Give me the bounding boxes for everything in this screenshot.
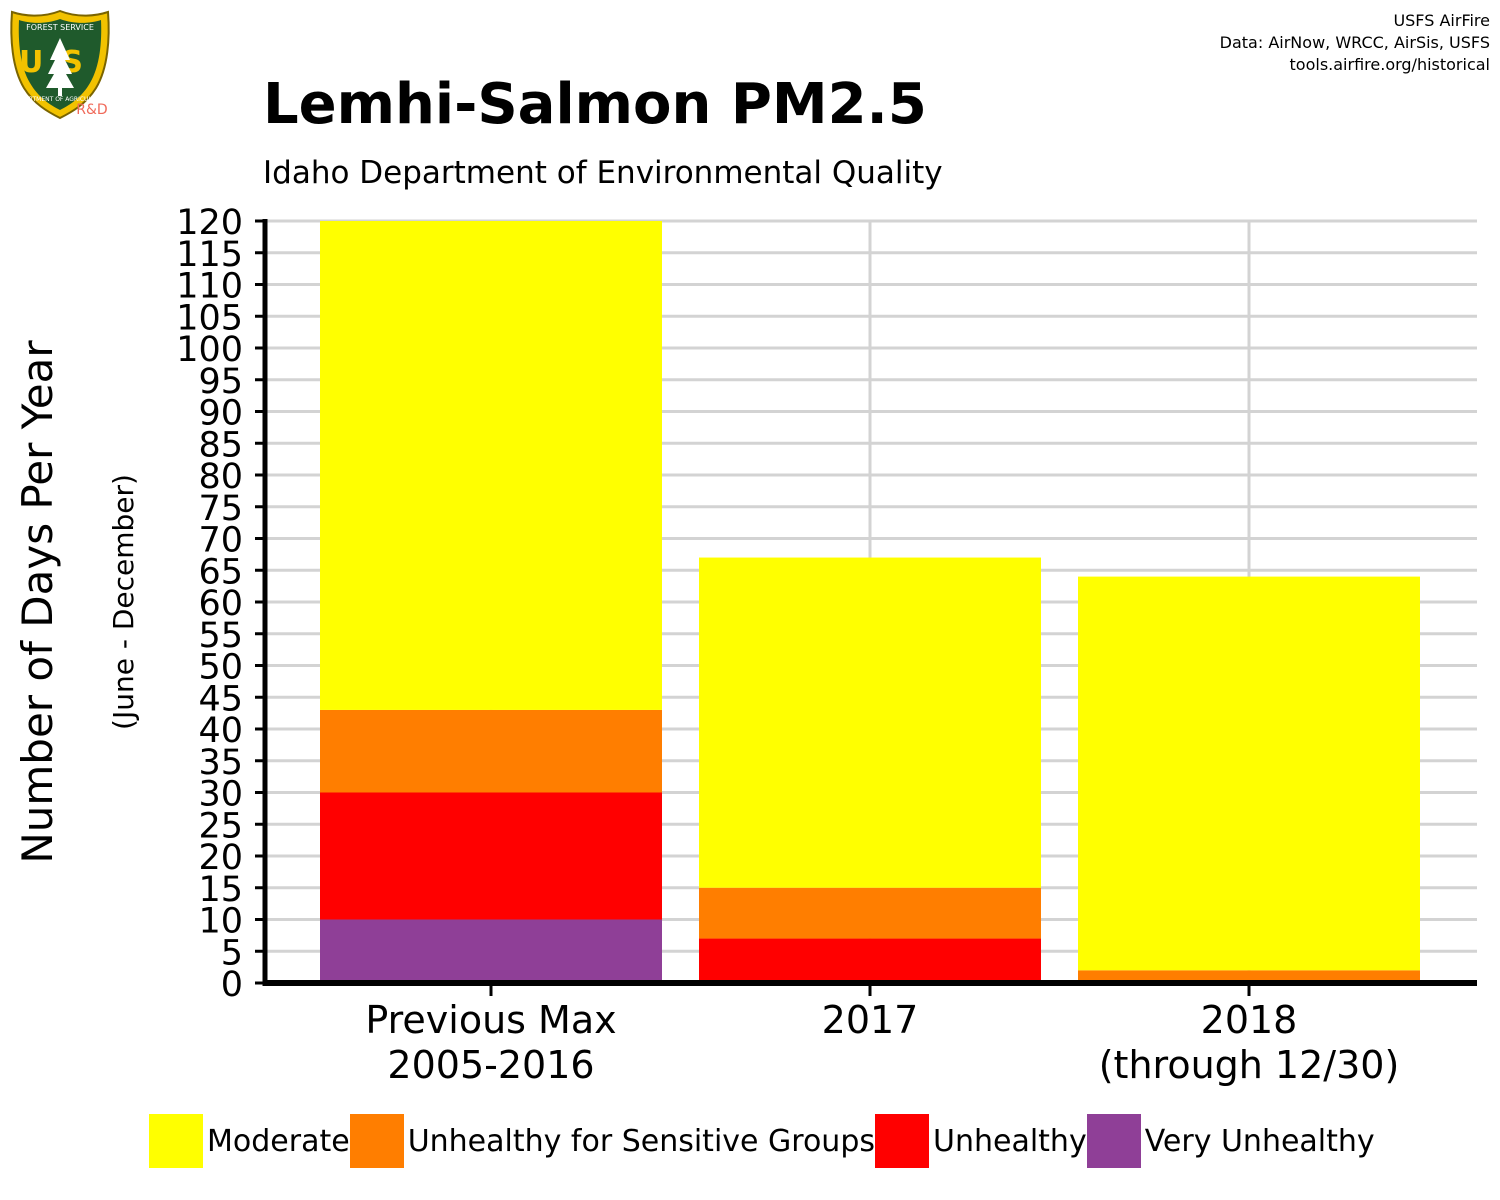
y-tick-label: 120 [176,203,243,243]
bar-segment [320,919,662,983]
credit-line: USFS AirFire [1393,11,1490,30]
legend-swatch [1086,1114,1141,1168]
legend-item: Unhealthy [875,1114,1087,1168]
bar-segment [1078,576,1420,971]
x-tick-label: (through 12/30) [1099,1043,1400,1087]
y-tick-label: 0 [221,965,243,1005]
credit-line: tools.airfire.org/historical [1289,55,1490,74]
credit-line: Data: AirNow, WRCC, AirSis, USFS [1219,33,1490,52]
y-tick-label: 70 [198,521,243,561]
bar-segment [699,557,1041,888]
logo-letters: US [19,45,101,80]
y-tick-label: 85 [198,425,243,465]
y-tick-label: 15 [198,870,243,910]
y-tick-label: 110 [176,267,243,307]
bar-segment [699,887,1041,939]
y-tick-label: 40 [198,711,243,751]
y-axis-label: Number of Days Per Year [13,340,62,864]
y-tick-label: 5 [221,933,243,973]
y-tick-label: 115 [176,235,243,275]
y-tick-label: 105 [176,298,243,338]
y-tick-label: 30 [198,775,243,815]
y-tick-label: 25 [198,806,243,846]
logo-top-text: FOREST SERVICE [26,23,94,32]
y-tick-label: 50 [198,648,243,688]
logo-bottom-text: DEPARTMENT OF AGRICULTURE [13,96,107,103]
legend-label: Unhealthy [933,1123,1087,1159]
y-tick-label: 65 [198,552,243,592]
x-tick-label: 2018 [1201,998,1298,1042]
chart-legend: Moderate Unhealthy for Sensitive Groups Un… [149,1113,1375,1169]
legend-label: Unhealthy for Sensitive Groups [407,1123,875,1159]
y-tick-label: 75 [198,489,243,529]
bar-segment [320,792,662,920]
usfs-shield-icon: FOREST SERVICE US DEPARTMENT OF AGRICULT… [10,9,110,120]
x-tick-label: 2005-2016 [387,1043,594,1087]
y-axis-sublabel: (June - December) [107,474,140,730]
y-tick-label: 10 [198,902,243,942]
legend-item: Unhealthy for Sensitive Groups [349,1114,875,1168]
y-tick-label: 55 [198,616,243,656]
legend-swatch [349,1114,404,1168]
y-tick-label: 20 [198,838,243,878]
y-tick-label: 35 [198,743,243,783]
x-tick-label: Previous Max [365,998,616,1042]
chart-title: Lemhi-Salmon PM2.5 [263,72,927,137]
logo-tag: R&D [76,102,107,118]
bar-segment [1078,970,1420,983]
y-tick-label: 45 [198,679,243,719]
y-tick-label: 90 [198,394,243,434]
y-tick-label: 95 [198,362,243,402]
bar-segment [320,221,662,710]
legend-label: Moderate [207,1123,350,1159]
chart-subtitle: Idaho Department of Environmental Qualit… [263,155,943,191]
legend-swatch [149,1114,203,1168]
legend-swatch [875,1114,929,1168]
legend-item: Moderate [149,1114,350,1168]
credit-block: USFS AirFire Data: AirNow, WRCC, AirSis,… [1220,10,1490,76]
y-tick-label: 100 [176,330,243,370]
y-tick-label: 60 [198,584,243,624]
bar-segment [699,938,1041,983]
bar-segment [320,709,662,793]
x-tick-label: 2017 [822,998,919,1042]
y-tick-label: 80 [198,457,243,497]
legend-label: Very Unhealthy [1144,1123,1375,1159]
legend-item: Very Unhealthy [1086,1114,1375,1168]
